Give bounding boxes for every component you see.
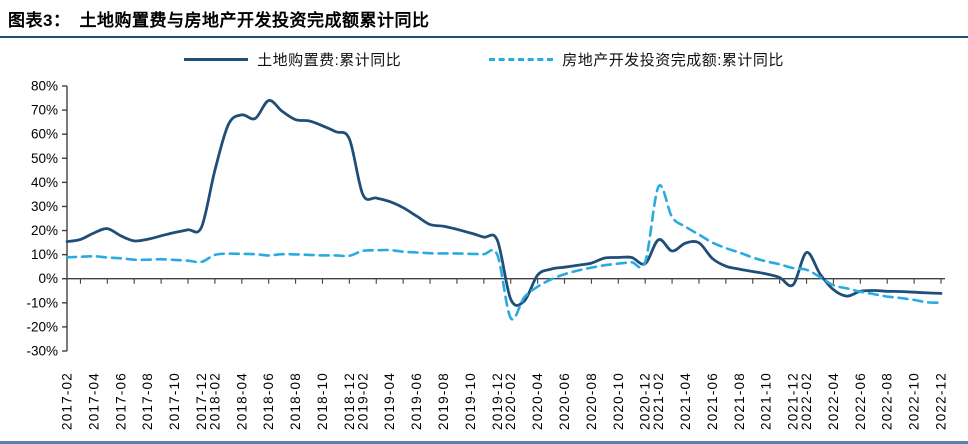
x-axis-tick-label: 2020-10 <box>611 372 626 430</box>
legend-label-land-fee: 土地购置费:累计同比 <box>257 51 402 69</box>
x-axis-tick-label: 2017-08 <box>140 372 155 430</box>
x-axis-tick-label: 2020-06 <box>557 372 572 430</box>
x-axis-tick-label: 2017-06 <box>113 372 128 430</box>
x-axis-tick-label: 2021-08 <box>732 372 747 430</box>
x-axis-tick-label: 2020-02 <box>503 372 518 430</box>
y-axis-tick-label: 30% <box>31 199 58 214</box>
legend-label-investment: 房地产开发投资完成额:累计同比 <box>562 51 784 69</box>
legend-item-land-fee: 土地购置费:累计同比 <box>184 49 401 70</box>
x-axis-tick-label: 2021-02 <box>651 372 666 430</box>
y-axis-tick-label: 80% <box>31 79 58 94</box>
x-axis-tick-label: 2022-04 <box>826 372 841 430</box>
y-axis-tick-label: 70% <box>31 103 58 118</box>
legend-solid-line-swatch <box>184 57 249 61</box>
x-axis-tick-label: 2019-10 <box>463 372 478 430</box>
x-axis-tick-label: 2021-12 <box>786 372 801 430</box>
x-axis-tick-label: 2019-12 <box>490 372 505 430</box>
land-fee-line-series <box>65 99 943 307</box>
x-axis-tick-label: 2017-02 <box>60 372 75 430</box>
figure-bottom-border <box>0 441 968 444</box>
y-axis-tick-label: -20% <box>26 319 58 334</box>
x-axis-tick-label: 2017-10 <box>167 372 182 430</box>
chart-legend: 土地购置费:累计同比 房地产开发投资完成额:累计同比 <box>0 47 968 71</box>
y-axis-tick-label: -30% <box>26 344 58 359</box>
x-axis-tick-label: 2019-08 <box>436 372 451 430</box>
x-axis-tick-label: 2018-08 <box>288 372 303 430</box>
x-axis-tick-label: 2018-06 <box>261 372 276 430</box>
x-axis-tick-label: 2021-04 <box>678 372 693 430</box>
y-axis-tick-label: 40% <box>31 175 58 190</box>
x-axis-tick-label: 2020-12 <box>638 372 653 430</box>
y-axis-tick-label: -10% <box>26 295 58 310</box>
x-axis-tick-label: 2022-02 <box>799 372 814 430</box>
y-axis-tick-label: 20% <box>31 223 58 238</box>
x-axis-tick-label: 2020-08 <box>584 372 599 430</box>
x-axis-tick-label: 2022-10 <box>907 372 922 430</box>
x-axis-tick-label: 2022-12 <box>934 372 949 430</box>
x-axis-tick-label: 2022-08 <box>880 372 895 430</box>
x-axis-tick-label: 2019-02 <box>355 372 370 430</box>
x-axis-tick-label: 2018-10 <box>315 372 330 430</box>
x-axis-tick-label: 2019-06 <box>409 372 424 430</box>
x-axis-tick-label: 2020-04 <box>530 372 545 430</box>
x-axis-tick-label: 2017-12 <box>194 372 209 430</box>
x-axis-tick-label: 2018-12 <box>342 372 357 430</box>
x-axis-tick-label: 2019-04 <box>382 372 397 430</box>
x-axis-tick-label: 2021-06 <box>705 372 720 430</box>
x-axis-tick-label: 2022-06 <box>853 372 868 430</box>
x-axis-tick-label: 2021-10 <box>759 372 774 430</box>
x-axis-tick-label: 2018-04 <box>234 372 249 430</box>
figure-title: 图表3： 土地购置费与房地产开发投资完成额累计同比 <box>8 11 430 30</box>
legend-item-investment: 房地产开发投资完成额:累计同比 <box>489 49 784 70</box>
line-chart: 80%70%60%50%40%30%20%10%0%-10%-20%-30%20… <box>26 79 949 431</box>
x-axis-tick-label: 2018-02 <box>207 372 222 430</box>
investment-line-series <box>65 184 943 321</box>
figure-title-bar: 图表3： 土地购置费与房地产开发投资完成额累计同比 <box>0 0 968 38</box>
y-axis-tick-label: 50% <box>31 151 58 166</box>
y-axis-tick-label: 60% <box>31 127 58 142</box>
legend-dashed-line-swatch <box>489 57 554 61</box>
y-axis-tick-label: 0% <box>38 271 58 286</box>
x-axis-tick-label: 2017-04 <box>86 372 101 430</box>
y-axis-tick-label: 10% <box>31 247 58 262</box>
